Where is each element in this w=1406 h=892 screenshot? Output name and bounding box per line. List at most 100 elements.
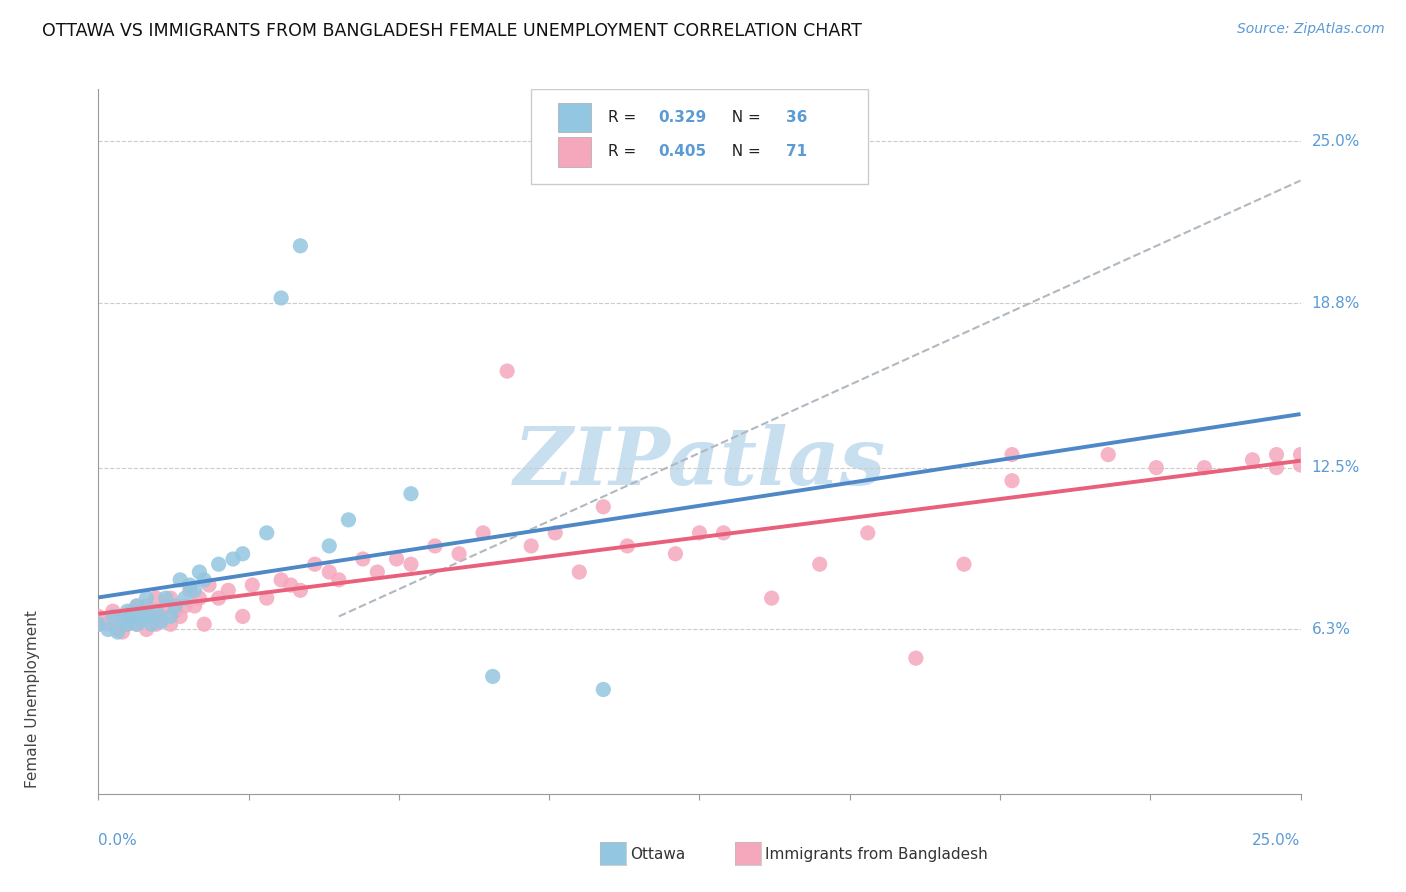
Point bbox=[179, 583, 201, 598]
Point bbox=[135, 609, 157, 624]
Point bbox=[1241, 452, 1264, 467]
Point bbox=[145, 604, 167, 618]
Point bbox=[1265, 448, 1288, 462]
Text: R =: R = bbox=[609, 110, 641, 125]
Point bbox=[352, 552, 374, 566]
Point bbox=[135, 591, 157, 606]
Point bbox=[568, 565, 591, 579]
Point bbox=[141, 617, 163, 632]
Point bbox=[1144, 460, 1167, 475]
Text: OTTAWA VS IMMIGRANTS FROM BANGLADESH FEMALE UNEMPLOYMENT CORRELATION CHART: OTTAWA VS IMMIGRANTS FROM BANGLADESH FEM… bbox=[42, 22, 862, 40]
Point bbox=[256, 525, 278, 540]
Text: 25.0%: 25.0% bbox=[1253, 833, 1301, 847]
Point bbox=[174, 599, 197, 613]
Point bbox=[270, 573, 292, 587]
Point bbox=[169, 609, 191, 624]
Point bbox=[856, 525, 879, 540]
Point bbox=[111, 615, 134, 629]
Point bbox=[270, 291, 292, 305]
Point bbox=[1001, 448, 1024, 462]
Point bbox=[423, 539, 446, 553]
Point bbox=[183, 599, 205, 613]
Point bbox=[149, 615, 172, 629]
Point bbox=[280, 578, 302, 592]
Point bbox=[713, 525, 735, 540]
Point bbox=[135, 623, 157, 637]
Point bbox=[318, 539, 340, 553]
Point bbox=[87, 617, 110, 632]
Point bbox=[208, 591, 231, 606]
Point bbox=[183, 583, 205, 598]
Point bbox=[121, 604, 143, 618]
Point bbox=[664, 547, 686, 561]
Bar bbox=[558, 137, 592, 167]
Text: Immigrants from Bangladesh: Immigrants from Bangladesh bbox=[765, 847, 987, 862]
Point bbox=[87, 609, 110, 624]
Point bbox=[145, 617, 167, 632]
Point bbox=[1265, 460, 1288, 475]
Bar bbox=[558, 103, 592, 132]
Point bbox=[1001, 474, 1024, 488]
Text: 71: 71 bbox=[786, 145, 807, 160]
Point bbox=[481, 669, 503, 683]
Point bbox=[87, 617, 110, 632]
Point bbox=[222, 552, 245, 566]
Text: 6.3%: 6.3% bbox=[1312, 622, 1351, 637]
Point bbox=[366, 565, 388, 579]
Text: 0.329: 0.329 bbox=[658, 110, 707, 125]
Point bbox=[169, 573, 191, 587]
Point bbox=[149, 609, 172, 624]
Point bbox=[111, 625, 134, 640]
Point bbox=[385, 552, 408, 566]
Point bbox=[97, 623, 120, 637]
Point bbox=[472, 525, 495, 540]
Text: Source: ZipAtlas.com: Source: ZipAtlas.com bbox=[1237, 22, 1385, 37]
Point bbox=[179, 578, 201, 592]
Point bbox=[290, 583, 312, 598]
Text: 12.5%: 12.5% bbox=[1312, 460, 1360, 475]
Text: 18.8%: 18.8% bbox=[1312, 296, 1360, 310]
Point bbox=[135, 599, 157, 613]
Text: N =: N = bbox=[723, 145, 766, 160]
Point bbox=[399, 487, 422, 501]
Point bbox=[447, 547, 470, 561]
Point bbox=[174, 591, 197, 606]
Point bbox=[1289, 448, 1312, 462]
Text: 25.0%: 25.0% bbox=[1312, 134, 1360, 149]
Text: ZIPatlas: ZIPatlas bbox=[513, 424, 886, 501]
Point bbox=[688, 525, 710, 540]
Point bbox=[145, 591, 167, 606]
Point bbox=[256, 591, 278, 606]
Text: R =: R = bbox=[609, 145, 641, 160]
Point bbox=[337, 513, 360, 527]
Point bbox=[165, 604, 187, 618]
Point bbox=[125, 599, 148, 613]
Point bbox=[616, 539, 638, 553]
Point bbox=[121, 609, 143, 624]
Point bbox=[761, 591, 783, 606]
Point bbox=[318, 565, 340, 579]
Point bbox=[188, 591, 211, 606]
Point bbox=[117, 617, 139, 632]
Point bbox=[159, 609, 181, 624]
Point bbox=[155, 591, 177, 606]
Text: 36: 36 bbox=[786, 110, 807, 125]
Point bbox=[97, 617, 120, 632]
Point bbox=[953, 558, 976, 572]
Point bbox=[125, 599, 148, 613]
Point bbox=[125, 617, 148, 632]
Point bbox=[808, 558, 831, 572]
Point bbox=[904, 651, 927, 665]
Point bbox=[131, 612, 153, 626]
Point bbox=[328, 573, 350, 587]
Point bbox=[107, 625, 129, 640]
Point bbox=[193, 617, 215, 632]
Point bbox=[198, 578, 221, 592]
Point bbox=[1097, 448, 1119, 462]
Point bbox=[101, 609, 124, 624]
Text: 0.0%: 0.0% bbox=[98, 833, 138, 847]
Point bbox=[208, 558, 231, 572]
Text: N =: N = bbox=[723, 110, 766, 125]
Point bbox=[232, 609, 254, 624]
Point bbox=[399, 558, 422, 572]
